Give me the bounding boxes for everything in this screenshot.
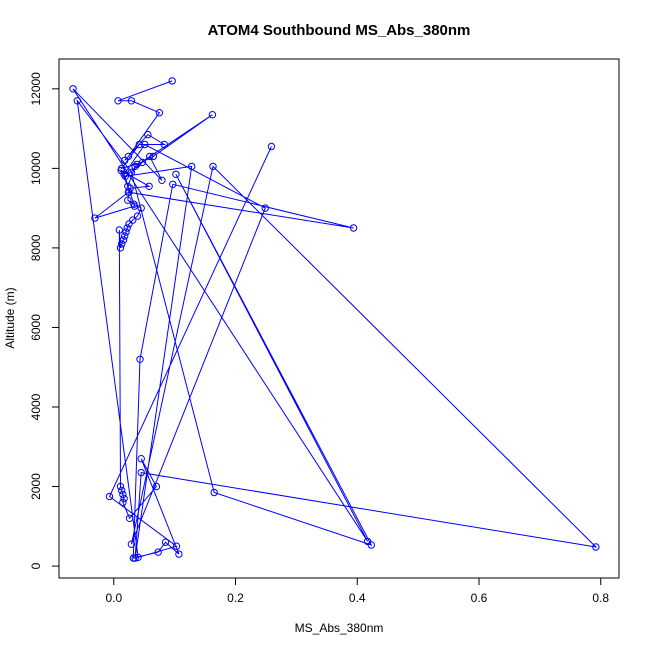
data-point (155, 109, 164, 117)
data-point (161, 538, 170, 546)
data-point (124, 196, 132, 204)
data-point (124, 188, 133, 196)
data-point (367, 541, 375, 549)
data-point (121, 172, 130, 181)
data-point (119, 490, 127, 499)
data-point (130, 202, 139, 210)
data-point (116, 482, 125, 491)
data-point (145, 182, 153, 191)
x-axis: 0.0 0.2 0.4 0.6 0.8 (105, 577, 609, 605)
x-tick-label: 0.8 (592, 591, 609, 605)
data-point (133, 212, 142, 220)
x-tick-label: 0.6 (471, 591, 488, 605)
data-point (131, 554, 139, 562)
y-tick-label: 4000 (29, 393, 43, 420)
x-tick-label: 0.4 (349, 591, 366, 605)
y-tick-label: 8000 (29, 234, 43, 261)
data-point (134, 553, 142, 561)
data-point (120, 494, 128, 503)
data-point (118, 240, 126, 248)
data-point (116, 244, 125, 252)
data-point (175, 550, 183, 558)
data-point (73, 97, 82, 105)
data-point (127, 540, 136, 548)
data-point (168, 77, 176, 85)
x-axis-label: MS_Abs_380nm (295, 621, 384, 635)
data-point (121, 156, 129, 165)
data-point (136, 355, 144, 363)
data-point (127, 97, 136, 105)
data-point (121, 232, 129, 240)
data-point (144, 130, 152, 139)
data-point (91, 214, 99, 222)
y-tick-label: 12000 (29, 72, 43, 106)
data-point (152, 482, 161, 491)
data-point (261, 204, 269, 212)
data-point (105, 492, 114, 501)
chart-title: ATOM4 Southbound MS_Abs_380nm (208, 22, 471, 39)
data-point (69, 85, 77, 93)
data-point (135, 140, 144, 149)
data-point (118, 486, 126, 495)
data-point (133, 160, 141, 169)
data-point (127, 168, 136, 177)
data-point (125, 220, 133, 228)
data-point (141, 140, 149, 149)
data-point (115, 226, 124, 234)
y-tick-label: 6000 (29, 314, 43, 341)
data-point (169, 180, 177, 189)
data-point (122, 228, 130, 236)
data-point (119, 498, 127, 507)
data-point (146, 152, 154, 161)
data-point (172, 170, 180, 179)
data-point (154, 548, 162, 556)
y-tick-label: 0 (29, 562, 43, 569)
data-point (123, 224, 131, 232)
y-tick-label: 2000 (29, 473, 43, 500)
data-point (126, 184, 134, 193)
series-layer (69, 77, 600, 562)
data-point (119, 236, 128, 244)
data-point (125, 514, 134, 522)
data-point (188, 162, 196, 171)
data-point (160, 140, 169, 149)
data-point (149, 152, 158, 161)
y-tick-label: 10000 (29, 151, 43, 185)
x-tick-label: 0.0 (105, 591, 122, 605)
data-point (209, 162, 217, 171)
data-point (172, 542, 181, 550)
data-point (114, 97, 122, 105)
data-point (137, 468, 145, 477)
y-axis-label: Altitude (m) (3, 287, 17, 348)
data-point (208, 111, 217, 119)
data-point (137, 455, 145, 463)
y-axis: 0 2000 4000 6000 8000 10000 12000 (29, 72, 60, 569)
data-point (349, 224, 358, 232)
x-tick-label: 0.2 (227, 591, 244, 605)
data-point (210, 488, 218, 497)
data-point (120, 170, 128, 179)
data-point (158, 176, 166, 185)
data-point (137, 204, 145, 212)
data-point (129, 216, 137, 224)
data-point (592, 543, 600, 551)
series-line (72, 80, 598, 559)
data-point (131, 162, 139, 171)
data-point (267, 142, 276, 151)
data-point (124, 152, 133, 161)
